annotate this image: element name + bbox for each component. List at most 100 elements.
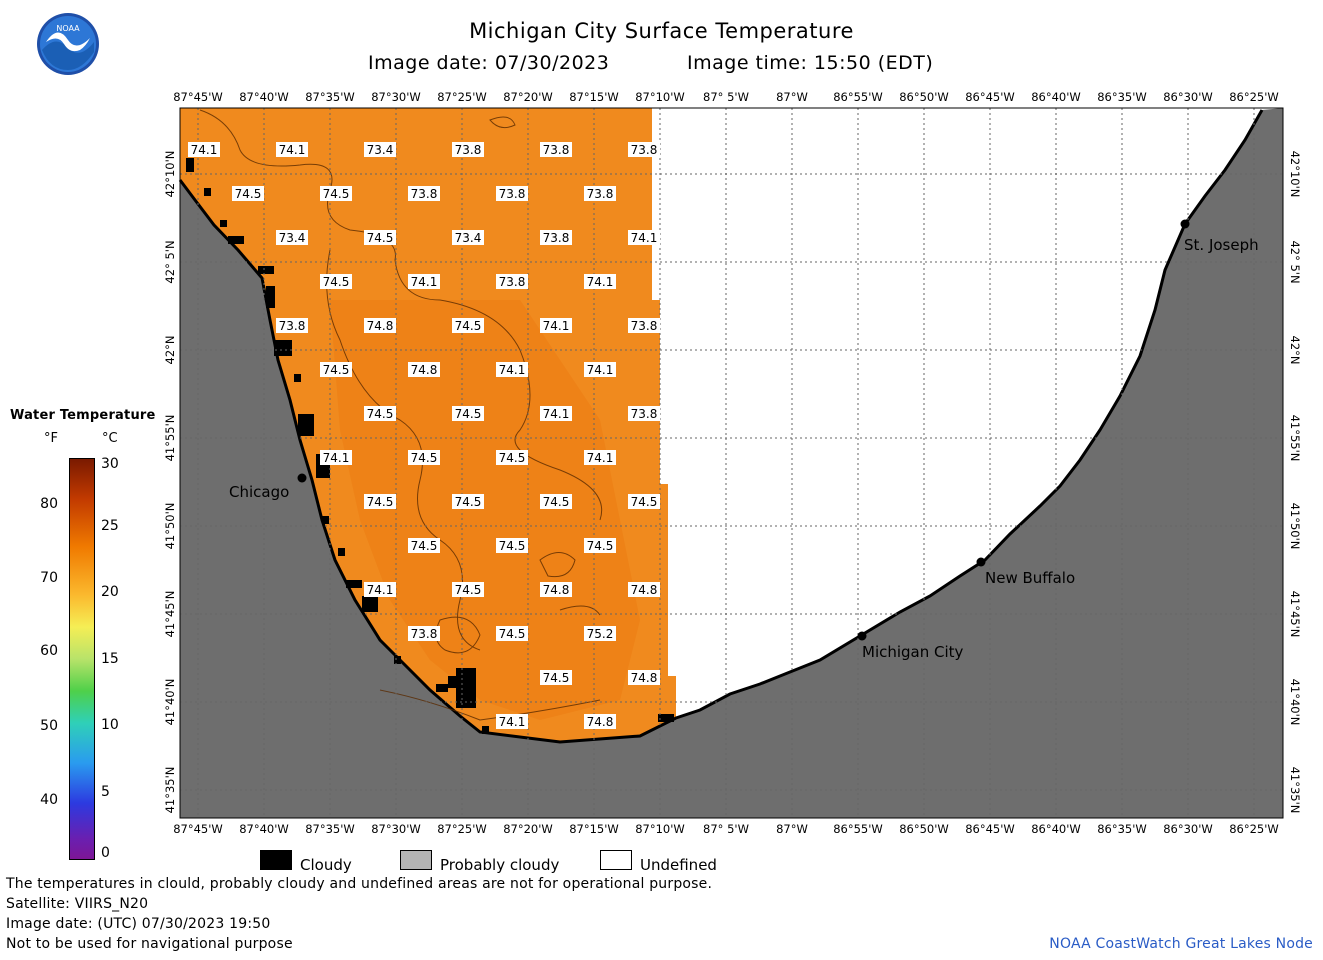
longitude-label: 87°15'W: [569, 822, 619, 836]
temperature-value: 73.8: [543, 231, 570, 245]
temperature-value: 74.5: [367, 495, 394, 509]
temperature-value: 73.8: [411, 187, 438, 201]
temperature-label: 73.8: [452, 142, 484, 157]
latitude-label: 41°50'N: [1288, 503, 1302, 550]
temperature-label: 74.8: [628, 670, 660, 685]
temperature-label-box: [540, 230, 572, 245]
temperature-value: 74.5: [455, 319, 482, 333]
longitude-label: 87°20'W: [503, 822, 553, 836]
latitude-label: 41°50'N: [163, 503, 177, 550]
temperature-value: 74.5: [455, 407, 482, 421]
temperature-value: 74.1: [367, 583, 394, 597]
temperature-label-box: [364, 230, 396, 245]
temperature-label: 74.5: [496, 626, 528, 641]
temperature-label: 74.5: [584, 538, 616, 553]
temperature-value: 73.8: [279, 319, 306, 333]
longitude-label: 86°40'W: [1031, 90, 1081, 104]
temperature-label-box: [540, 494, 572, 509]
longitude-label: 86°45'W: [965, 822, 1015, 836]
temperature-label-box: [628, 494, 660, 509]
temperature-value: 75.2: [587, 627, 614, 641]
temperature-label-box: [408, 538, 440, 553]
longitude-label: 86°45'W: [965, 90, 1015, 104]
temperature-label-box: [320, 450, 352, 465]
image-date: Image date: 07/30/2023: [368, 52, 610, 74]
temperature-label: 74.5: [320, 186, 352, 201]
temperature-label: 74.5: [364, 494, 396, 509]
temperature-label: 73.8: [540, 230, 572, 245]
chicago-marker: [297, 473, 307, 483]
temperature-value: 73.8: [587, 187, 614, 201]
temperature-label: 73.8: [584, 186, 616, 201]
latitude-label: 41°55'N: [1288, 415, 1302, 462]
longitude-label: 87°30'W: [371, 90, 421, 104]
longitude-label: 86°35'W: [1097, 822, 1147, 836]
temperature-labels: 74.1 74.1 73.4 73.8 73.8 73.8 74.5 74.5 73.8 73.8…: [188, 142, 660, 729]
temperature-label: 74.1: [276, 142, 308, 157]
temperature-value: 74.5: [543, 495, 570, 509]
temperature-value: 74.1: [543, 319, 570, 333]
temperature-label-box: [452, 494, 484, 509]
legend-title: Water Temperature: [10, 408, 156, 423]
temperature-label-box: [364, 142, 396, 157]
legend-unit-f: °F: [44, 431, 58, 446]
legend-tick-f: 80: [40, 496, 58, 512]
temperature-label-box: [584, 274, 616, 289]
temperature-label: 73.8: [408, 626, 440, 641]
longitude-label: 86°50'W: [899, 822, 949, 836]
footer-utc-date: Image date: (UTC) 07/30/2023 19:50: [6, 916, 271, 932]
temperature-label: 74.5: [452, 582, 484, 597]
temperature-label-box: [584, 450, 616, 465]
temperature-value: 74.1: [543, 407, 570, 421]
temperature-label-box: [540, 582, 572, 597]
temperature-label: 74.5: [364, 406, 396, 421]
temperature-value: 74.8: [411, 363, 438, 377]
longitude-label: 87° 5'W: [703, 90, 749, 104]
temperature-label: 74.1: [188, 142, 220, 157]
temperature-value: 74.1: [191, 143, 218, 157]
longitude-label: 86°25'W: [1229, 90, 1279, 104]
longitude-label: 87°15'W: [569, 90, 619, 104]
temperature-label: 73.4: [276, 230, 308, 245]
temperature-value: 74.1: [499, 715, 526, 729]
longitude-label: 86°55'W: [833, 822, 883, 836]
axis-labels: 87°45'W 87°45'W 87°40'W 87°40'W 87°35'W 87°35…: [163, 90, 1302, 836]
temperature-label-box: [496, 450, 528, 465]
temperature-label-box: [276, 142, 308, 157]
longitude-label: 87°35'W: [305, 822, 355, 836]
temperature-value: 74.5: [235, 187, 262, 201]
temperature-label-box: [320, 362, 352, 377]
temperature-label-box: [232, 186, 264, 201]
temperature-label-box: [584, 538, 616, 553]
temperature-label: 74.1: [496, 714, 528, 729]
temperature-value: 74.5: [455, 495, 482, 509]
temperature-label-box: [408, 626, 440, 641]
temperature-label-box: [364, 582, 396, 597]
temperature-label-box: [496, 626, 528, 641]
latitude-label: 41°55'N: [163, 415, 177, 462]
temperature-label-box: [452, 230, 484, 245]
temperature-label-box: [408, 274, 440, 289]
logo-text: NOAA: [56, 24, 80, 33]
temperature-label-box: [364, 406, 396, 421]
temperature-label-box: [496, 274, 528, 289]
temperature-label-box: [628, 142, 660, 157]
footer-credit: NOAA CoastWatch Great Lakes Node: [1049, 936, 1313, 952]
latitude-label: 41°35'N: [1288, 767, 1302, 814]
temperature-value: 74.5: [323, 363, 350, 377]
temperature-label: 73.4: [452, 230, 484, 245]
temperature-value: 74.8: [587, 715, 614, 729]
temperature-label: 74.5: [320, 274, 352, 289]
city-label-chicago: Chicago: [229, 483, 289, 501]
temperature-value: 74.5: [323, 275, 350, 289]
temperature-label: 73.8: [628, 406, 660, 421]
isotherm-contours: [199, 109, 602, 721]
temperature-label-box: [452, 406, 484, 421]
longitude-label: 87° 5'W: [703, 822, 749, 836]
temperature-label: 73.8: [276, 318, 308, 333]
longitude-label: 86°35'W: [1097, 90, 1147, 104]
temperature-label: 74.5: [452, 318, 484, 333]
temperature-value: 74.8: [367, 319, 394, 333]
temperature-label-box: [320, 186, 352, 201]
temperature-label-box: [452, 142, 484, 157]
